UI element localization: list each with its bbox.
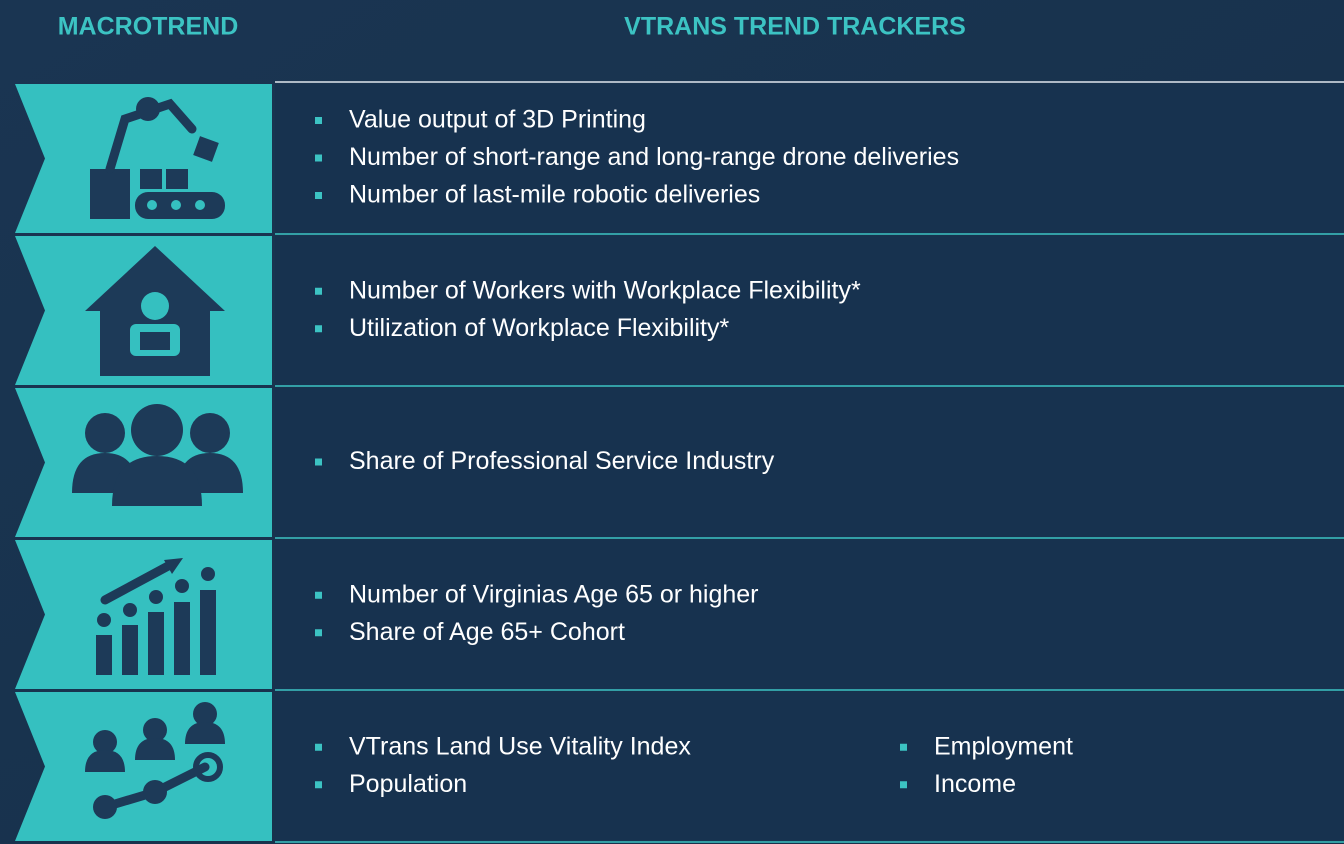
icons (72, 97, 243, 819)
row: Value output of 3D Printing Number of sho… (15, 84, 1344, 235)
tracker-item: VTrans Land Use Vitality Index (349, 732, 691, 760)
tracker-item: Population (349, 770, 467, 798)
row-panel (275, 388, 1344, 537)
bullet (900, 743, 907, 751)
bullet (315, 154, 322, 162)
bullet (315, 781, 322, 789)
tracker-item: Number of last-mile robotic deliveries (349, 181, 760, 209)
row-panel (275, 84, 1344, 233)
tracker-item: Employment (934, 732, 1073, 760)
bullet (315, 629, 322, 637)
bullet (315, 325, 322, 333)
people-icon (72, 404, 243, 506)
robot-icon (90, 97, 225, 219)
house-icon (85, 246, 225, 376)
bullet (315, 192, 322, 199)
tracker-item: Value output of 3D Printing (349, 106, 646, 134)
bullet (315, 458, 322, 466)
network-icon (85, 702, 225, 819)
bullet (900, 781, 907, 789)
bullet (315, 743, 322, 751)
bullet (315, 117, 322, 124)
rows: Value output of 3D Printing Number of sho… (15, 84, 1344, 843)
tracker-item: Utilization of Workplace Flexibility* (349, 314, 729, 342)
row-panel (275, 540, 1344, 689)
trackers-header: VTRANS TREND TRACKERS (624, 13, 966, 41)
row-chevron (15, 540, 272, 689)
row-panel (275, 236, 1344, 385)
row: Number of Workers with Workplace Flexibi… (15, 236, 1344, 387)
tracker-item: Share of Professional Service Industry (349, 447, 775, 475)
tracker-item: Income (934, 770, 1016, 798)
macrotrend-header: MACROTREND (58, 13, 239, 41)
row-panel (275, 692, 1344, 841)
row: Share of Professional Service Industry (15, 388, 1344, 539)
row-chevron (15, 692, 272, 841)
bullet (315, 287, 322, 295)
tracker-item: Number of Virginias Age 65 or higher (349, 580, 759, 608)
ageing-icon (96, 558, 216, 675)
tracker-item: Share of Age 65+ Cohort (349, 618, 625, 646)
tracker-item: Number of short-range and long-range dro… (349, 143, 959, 171)
bullet (315, 591, 322, 599)
tracker-item: Number of Workers with Workplace Flexibi… (349, 276, 861, 304)
